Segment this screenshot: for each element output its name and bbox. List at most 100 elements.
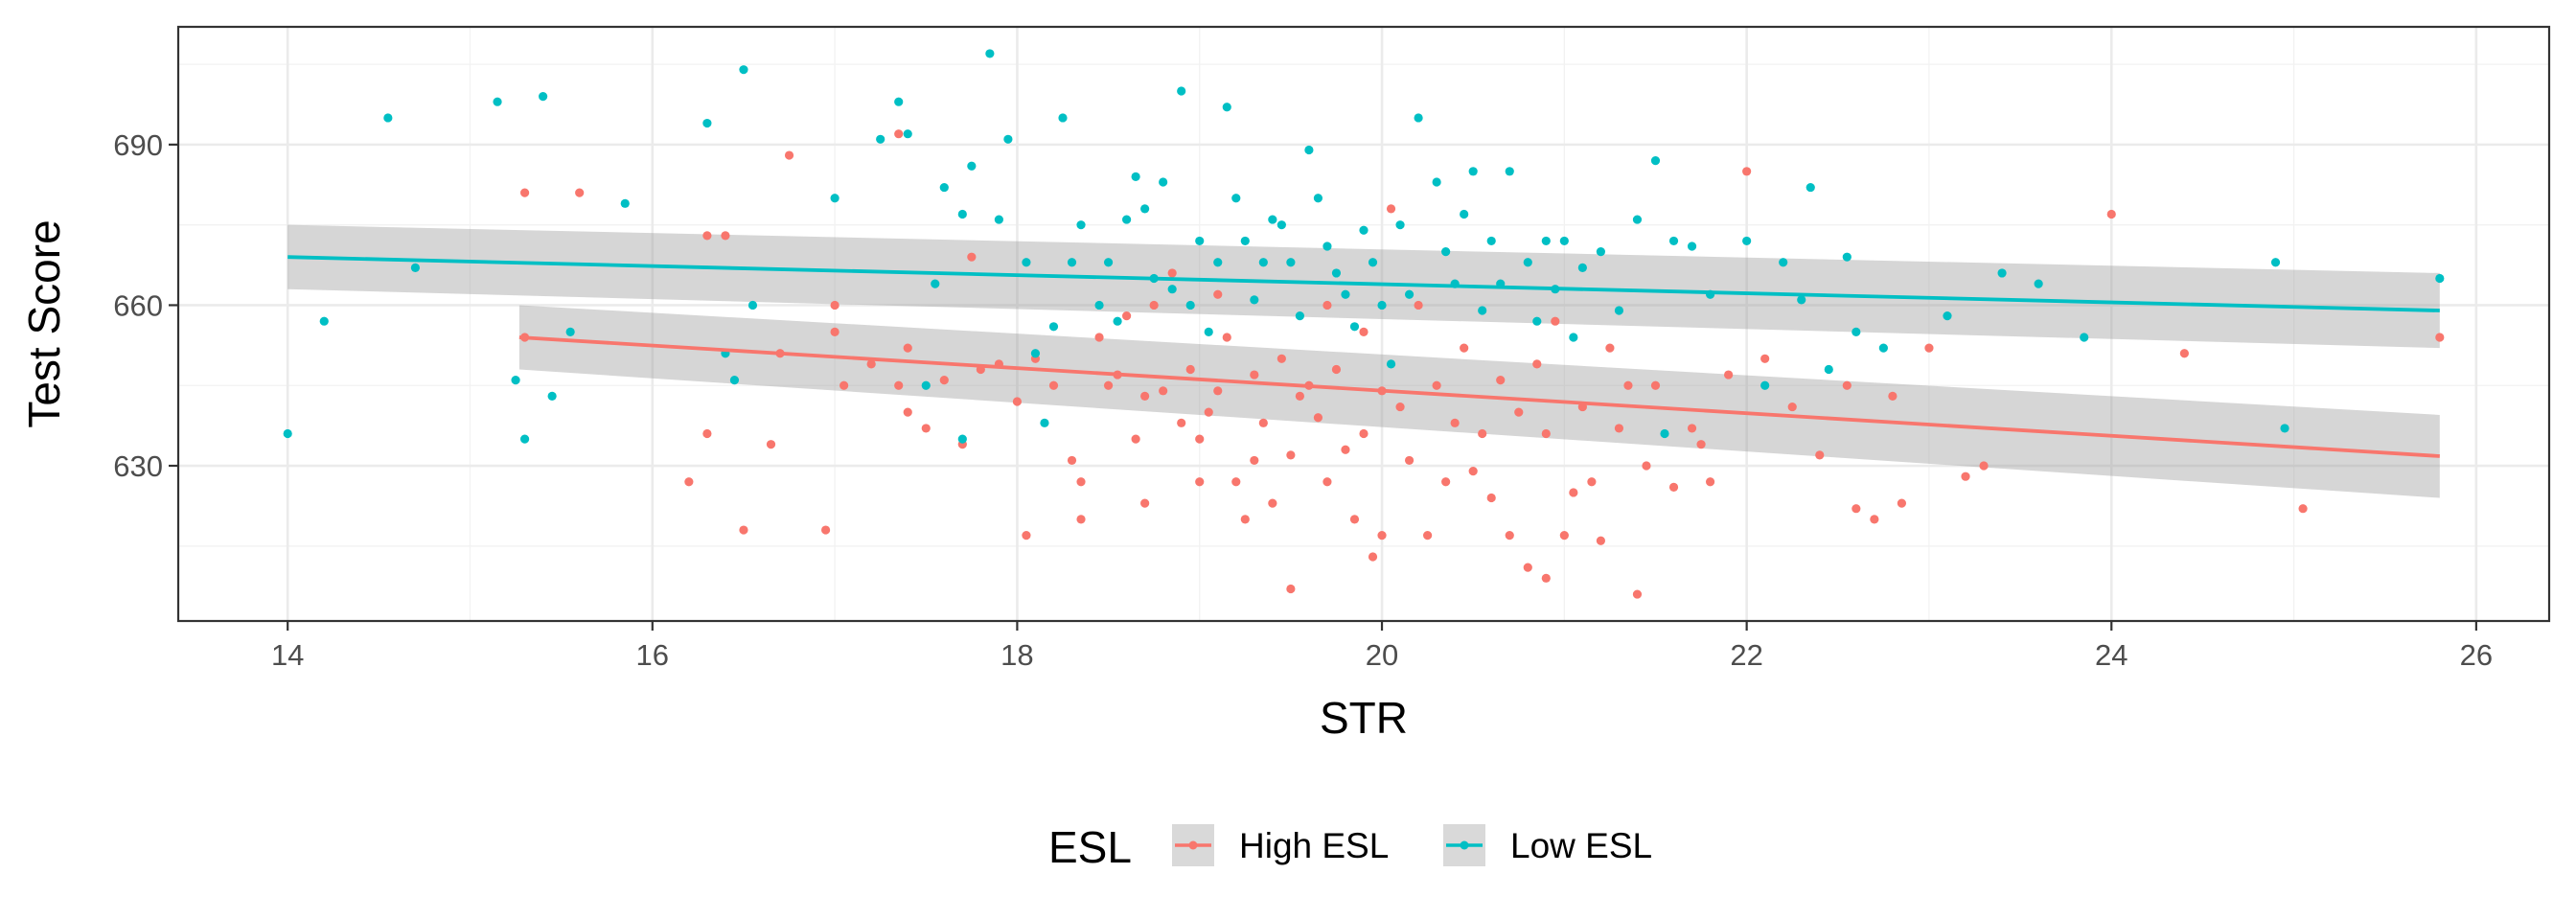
data-point-high-esl bbox=[820, 525, 831, 535]
data-point-low-esl bbox=[1359, 225, 1368, 235]
data-point-high-esl bbox=[1295, 391, 1304, 402]
data-point-low-esl bbox=[1122, 215, 1132, 224]
data-point-low-esl bbox=[830, 194, 840, 203]
data-point-low-esl bbox=[748, 300, 758, 310]
data-point-low-esl bbox=[985, 49, 995, 58]
data-point-high-esl bbox=[2106, 209, 2116, 219]
plot-panel-border bbox=[176, 25, 2551, 623]
data-point-high-esl bbox=[921, 424, 931, 433]
data-point-high-esl bbox=[1140, 498, 1150, 508]
y-axis-ticks: 630 660 690 bbox=[113, 128, 178, 483]
data-point-low-esl bbox=[283, 428, 292, 439]
data-point-high-esl bbox=[1076, 477, 1086, 487]
data-point-high-esl bbox=[1979, 461, 1989, 471]
data-point-high-esl bbox=[1404, 455, 1414, 466]
data-point-high-esl bbox=[1486, 493, 1496, 503]
data-point-low-esl bbox=[1195, 236, 1205, 246]
data-point-high-esl bbox=[903, 407, 912, 417]
data-point-high-esl bbox=[1286, 450, 1296, 460]
data-point-high-esl bbox=[1623, 380, 1633, 390]
x-tick-label: 14 bbox=[271, 638, 304, 672]
data-point-low-esl bbox=[1377, 300, 1387, 310]
data-point-high-esl bbox=[1496, 376, 1506, 385]
data-point-high-esl bbox=[1213, 386, 1223, 396]
data-point-high-esl bbox=[1468, 467, 1478, 476]
data-point-high-esl bbox=[1076, 515, 1086, 524]
data-point-low-esl bbox=[1322, 242, 1332, 251]
data-point-high-esl bbox=[1313, 413, 1323, 423]
data-point-low-esl bbox=[2435, 273, 2445, 284]
data-point-low-esl bbox=[410, 263, 420, 272]
data-point-low-esl bbox=[1478, 306, 1487, 315]
legend-point-high-esl bbox=[1188, 840, 1198, 850]
trend-lines bbox=[288, 255, 2440, 458]
data-point-high-esl bbox=[1258, 418, 1268, 427]
data-point-high-esl bbox=[1159, 386, 1168, 396]
data-point-low-esl bbox=[1003, 134, 1013, 144]
data-point-high-esl bbox=[1450, 418, 1460, 427]
data-point-low-esl bbox=[1997, 268, 2007, 278]
data-point-low-esl bbox=[1541, 236, 1551, 246]
data-point-high-esl bbox=[1478, 428, 1487, 439]
data-point-high-esl bbox=[1888, 391, 1898, 402]
data-point-low-esl bbox=[383, 113, 393, 123]
data-point-low-esl bbox=[967, 161, 977, 171]
data-point-high-esl bbox=[1195, 434, 1205, 444]
data-point-high-esl bbox=[1331, 364, 1342, 375]
data-point-high-esl bbox=[1705, 477, 1715, 487]
data-point-high-esl bbox=[1067, 455, 1077, 466]
data-point-high-esl bbox=[1760, 354, 1770, 363]
data-point-low-esl bbox=[1295, 311, 1304, 321]
data-point-high-esl bbox=[1140, 391, 1150, 402]
x-tick-label: 24 bbox=[2095, 638, 2128, 672]
data-point-low-esl bbox=[957, 209, 967, 219]
y-tick-label: 630 bbox=[113, 449, 163, 483]
data-point-low-esl bbox=[1231, 194, 1241, 203]
data-point-low-esl bbox=[1852, 327, 1861, 336]
data-point-high-esl bbox=[1441, 477, 1451, 487]
data-point-low-esl bbox=[1468, 167, 1478, 176]
data-point-high-esl bbox=[1852, 504, 1861, 514]
data-point-high-esl bbox=[1514, 407, 1524, 417]
minor-gridlines bbox=[178, 27, 2549, 621]
data-point-high-esl bbox=[1103, 380, 1114, 390]
data-point-low-esl bbox=[903, 129, 912, 139]
data-point-high-esl bbox=[2179, 349, 2189, 358]
confidence-ribbons bbox=[288, 224, 2440, 498]
data-point-low-esl bbox=[2034, 279, 2043, 288]
x-tick-label: 16 bbox=[636, 638, 669, 672]
data-point-low-esl bbox=[939, 182, 949, 193]
data-point-low-esl bbox=[729, 376, 740, 385]
data-point-low-esl bbox=[1532, 316, 1542, 326]
data-point-high-esl bbox=[840, 380, 849, 390]
data-point-high-esl bbox=[1870, 515, 1879, 524]
data-point-low-esl bbox=[1650, 156, 1661, 166]
data-point-low-esl bbox=[565, 327, 575, 336]
data-point-high-esl bbox=[1231, 477, 1241, 487]
data-point-low-esl bbox=[1824, 364, 1833, 375]
data-point-low-esl bbox=[2080, 333, 2089, 342]
data-points bbox=[283, 49, 2445, 599]
legend-item-low-esl: Low ESL bbox=[1443, 824, 1652, 866]
y-tick-label: 660 bbox=[113, 288, 163, 322]
data-point-high-esl bbox=[702, 428, 712, 439]
data-point-high-esl bbox=[1322, 300, 1332, 310]
data-point-high-esl bbox=[1541, 573, 1551, 583]
data-point-high-esl bbox=[1532, 359, 1542, 369]
data-point-high-esl bbox=[2298, 504, 2308, 514]
data-point-high-esl bbox=[1505, 531, 1514, 540]
data-point-high-esl bbox=[721, 231, 730, 241]
data-point-low-esl bbox=[1505, 167, 1514, 176]
data-point-high-esl bbox=[1286, 584, 1296, 594]
data-point-high-esl bbox=[1432, 380, 1441, 390]
legend-title: ESL bbox=[1048, 822, 1132, 872]
data-point-low-esl bbox=[1022, 258, 1031, 267]
data-point-high-esl bbox=[894, 380, 904, 390]
data-point-high-esl bbox=[1423, 531, 1433, 540]
data-point-high-esl bbox=[1167, 268, 1177, 278]
data-point-high-esl bbox=[1131, 434, 1140, 444]
data-point-high-esl bbox=[684, 477, 694, 487]
data-point-high-esl bbox=[1961, 472, 1970, 481]
data-point-high-esl bbox=[1541, 428, 1551, 439]
data-point-high-esl bbox=[1742, 167, 1752, 176]
